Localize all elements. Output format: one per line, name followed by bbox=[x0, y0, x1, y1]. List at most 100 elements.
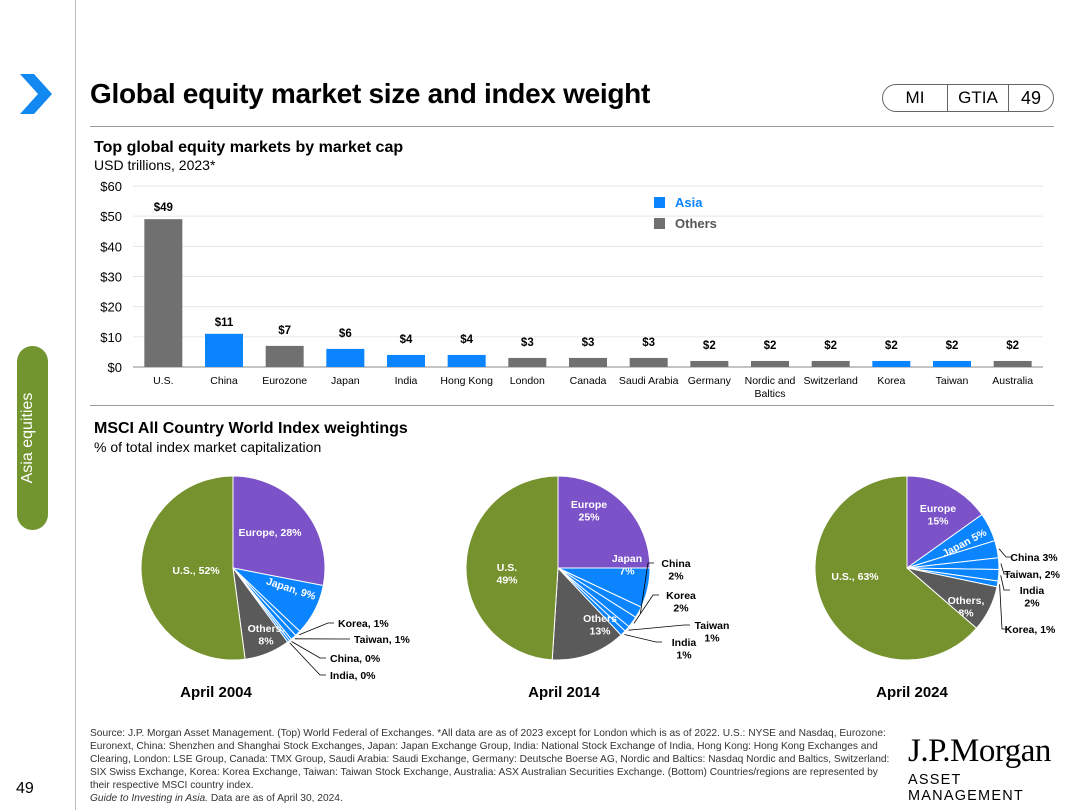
leader-line bbox=[624, 634, 662, 643]
legend-swatch bbox=[654, 218, 665, 229]
leader-line bbox=[1000, 575, 1010, 591]
x-tick-label: Saudi Arabia bbox=[619, 375, 679, 387]
bar bbox=[265, 345, 304, 367]
footnote-guide-rest: Data are as of April 30, 2024. bbox=[207, 792, 343, 804]
footnote-guide: Guide to Investing in Asia. bbox=[90, 792, 208, 804]
y-tick-label: $30 bbox=[100, 270, 122, 285]
bar bbox=[326, 348, 365, 367]
bar-value-label: $6 bbox=[339, 328, 352, 340]
bar-value-label: $11 bbox=[215, 317, 234, 329]
bar bbox=[629, 357, 668, 367]
pie-slice-label: China 2% bbox=[661, 558, 690, 583]
x-tick-label: Switzerland bbox=[804, 375, 858, 387]
left-divider bbox=[75, 0, 76, 810]
pie-slice-label: Korea 2% bbox=[666, 590, 696, 615]
pie-slice-label: Europe, 28% bbox=[238, 527, 302, 539]
pie-slice-label: Others 13% bbox=[583, 613, 617, 638]
chevron-right-icon bbox=[20, 74, 52, 114]
pie-slice bbox=[814, 475, 978, 661]
logo-line1: J.P.Morgan bbox=[908, 733, 1051, 769]
bar bbox=[387, 354, 425, 367]
x-tick-label: China bbox=[210, 375, 238, 387]
page-number: 49 bbox=[16, 780, 34, 797]
y-tick-label: $60 bbox=[100, 179, 122, 194]
bar-value-label: $2 bbox=[1006, 340, 1019, 352]
bar bbox=[447, 354, 486, 367]
y-tick-label: $10 bbox=[100, 330, 122, 345]
x-tick-label: Eurozone bbox=[262, 375, 307, 387]
x-tick-label: London bbox=[510, 375, 545, 387]
x-tick-label: Hong Kong bbox=[440, 375, 493, 387]
badge-mi: MI bbox=[883, 85, 948, 111]
bar-value-label: $3 bbox=[521, 337, 534, 349]
pie-slice-label: U.S. 49% bbox=[496, 562, 518, 587]
x-tick-label: Japan bbox=[331, 375, 360, 387]
bar bbox=[690, 360, 729, 367]
bar-value-label: $2 bbox=[703, 340, 716, 352]
pie-caption: April 2004 bbox=[180, 684, 252, 701]
y-tick-label: $50 bbox=[100, 209, 122, 224]
leader-line bbox=[291, 641, 326, 659]
x-tick-label: Canada bbox=[570, 375, 607, 387]
bar-value-label: $4 bbox=[460, 334, 473, 346]
pie-slice bbox=[465, 475, 559, 661]
pie-slice bbox=[906, 475, 983, 569]
x-tick-label: Korea bbox=[877, 375, 905, 387]
pie-slice-label: China, 0% bbox=[330, 653, 381, 665]
pie-slice-label: India 1% bbox=[672, 637, 697, 662]
x-tick-label: Australia bbox=[992, 375, 1033, 387]
bar-value-label: $3 bbox=[582, 337, 595, 349]
bar bbox=[811, 360, 850, 367]
bar bbox=[508, 357, 547, 367]
pie-slice-label: Taiwan, 2% bbox=[1004, 569, 1060, 581]
pie-caption: April 2024 bbox=[876, 684, 948, 701]
section-divider bbox=[90, 405, 1054, 406]
pie-slice bbox=[140, 475, 246, 661]
jpmorgan-logo: J.P.Morgan ASSET MANAGEMENT bbox=[908, 733, 1058, 804]
bar-value-label: $2 bbox=[885, 340, 898, 352]
leader-line bbox=[289, 642, 326, 676]
page-title: Global equity market size and index weig… bbox=[90, 78, 650, 109]
pie-slice bbox=[557, 475, 651, 569]
bar bbox=[751, 360, 789, 367]
bar-value-label: $49 bbox=[154, 202, 173, 214]
leader-line bbox=[999, 584, 1008, 630]
pie-slice bbox=[232, 475, 326, 587]
pie-slice bbox=[551, 566, 622, 661]
leader-line bbox=[640, 562, 654, 614]
pie-slice-label: Europe 15% bbox=[920, 503, 956, 528]
badge-gtia: GTIA bbox=[948, 85, 1009, 111]
y-tick-label: $40 bbox=[100, 239, 122, 254]
source-footnote: Source: J.P. Morgan Asset Management. (T… bbox=[90, 728, 890, 805]
pie-slice-label: U.S., 52% bbox=[172, 565, 220, 577]
footnote-text: Source: J.P. Morgan Asset Management. (T… bbox=[90, 728, 890, 791]
badge-page: 49 bbox=[1020, 87, 1042, 108]
x-tick-label: Baltics bbox=[755, 388, 786, 400]
pie-slice-label: U.S., 63% bbox=[831, 571, 879, 583]
pie-section-title: MSCI All Country World Index weightings bbox=[94, 420, 408, 437]
leader-line bbox=[628, 624, 690, 631]
leader-line bbox=[633, 594, 659, 624]
pie-slice-label: Taiwan 1% bbox=[695, 620, 730, 645]
bar-value-label: $7 bbox=[278, 325, 291, 337]
x-tick-label: Taiwan bbox=[936, 375, 969, 387]
x-tick-label: U.S. bbox=[153, 375, 173, 387]
pie-caption: April 2014 bbox=[528, 684, 600, 701]
bar bbox=[569, 357, 607, 367]
legend-swatch bbox=[654, 197, 665, 208]
pie-slice-label: India 2% bbox=[1020, 585, 1045, 610]
pie-slice-label: Korea, 1% bbox=[338, 618, 389, 630]
bar bbox=[933, 360, 971, 367]
logo-line2: ASSET MANAGEMENT bbox=[908, 772, 1024, 804]
x-tick-label: Germany bbox=[688, 375, 732, 387]
bar-chart-title: Top global equity markets by market cap bbox=[94, 139, 404, 156]
section-tab[interactable] bbox=[17, 346, 48, 530]
pie-slice-label: Taiwan, 1% bbox=[354, 634, 410, 646]
bar bbox=[144, 219, 183, 367]
bar-value-label: $4 bbox=[400, 334, 413, 346]
bar bbox=[993, 360, 1032, 367]
pie-slice-label: India, 0% bbox=[330, 670, 376, 682]
leader-line bbox=[1000, 563, 1010, 575]
